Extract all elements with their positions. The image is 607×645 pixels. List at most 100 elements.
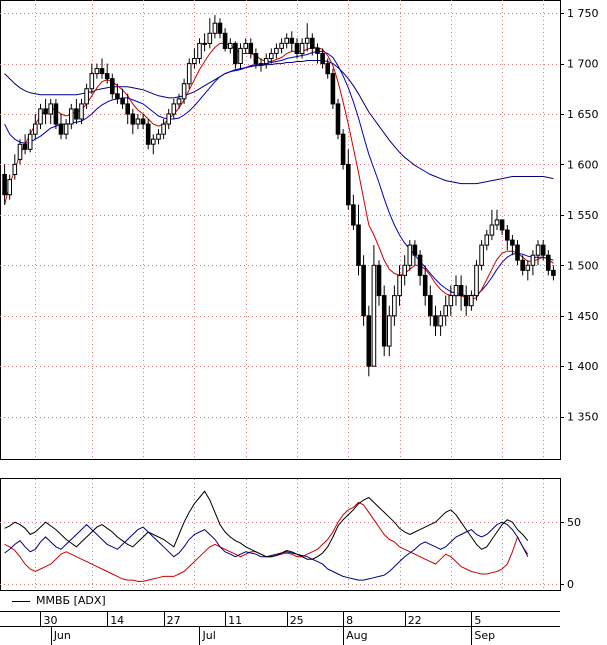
candle-body xyxy=(310,37,315,49)
candle-body xyxy=(530,254,536,266)
candle-body xyxy=(53,103,59,125)
candle xyxy=(181,78,187,104)
candle-body xyxy=(340,133,346,165)
candle-body xyxy=(376,264,382,297)
candle-body xyxy=(181,83,187,100)
candle xyxy=(499,219,505,235)
candle xyxy=(63,119,69,140)
candle-body xyxy=(151,138,156,145)
price-tick-label: 1 600 xyxy=(567,158,599,171)
candle-body xyxy=(356,224,361,266)
candle xyxy=(530,250,536,276)
candle-body xyxy=(284,37,289,44)
candle xyxy=(233,41,238,69)
candle-body xyxy=(38,108,43,125)
candle xyxy=(2,164,7,205)
candle xyxy=(484,230,490,251)
candle-body xyxy=(448,295,454,307)
candle xyxy=(366,305,372,377)
candle-body xyxy=(274,47,279,54)
candle-body xyxy=(361,264,366,317)
candle-body xyxy=(315,47,320,54)
candle-body xyxy=(551,269,556,276)
candle-body xyxy=(253,53,259,65)
candle-body xyxy=(371,264,377,367)
candle-body xyxy=(63,123,69,135)
candle-body xyxy=(228,42,233,49)
candle xyxy=(520,255,526,276)
candle xyxy=(120,88,125,109)
candle-body xyxy=(17,143,23,160)
candle xyxy=(228,38,233,54)
candle xyxy=(494,209,500,230)
candle xyxy=(151,134,156,155)
candle-body xyxy=(243,42,248,49)
candle xyxy=(217,18,223,39)
candle-body xyxy=(366,315,372,367)
candle xyxy=(289,31,295,52)
candle-body xyxy=(499,219,505,231)
candle xyxy=(238,43,243,69)
candle-body xyxy=(166,113,171,125)
candle-body xyxy=(156,133,161,140)
candle xyxy=(525,260,531,281)
candle xyxy=(125,93,131,125)
candle xyxy=(535,240,541,266)
candle-body xyxy=(479,244,484,266)
candle-body xyxy=(202,42,207,45)
candle xyxy=(299,38,305,59)
candle xyxy=(248,38,254,59)
date-day-label: 8 xyxy=(346,614,353,627)
candle-body xyxy=(289,37,295,44)
date-day-label: 22 xyxy=(408,614,422,627)
candle-body xyxy=(510,239,515,246)
indicator-y-axis: 0 50 xyxy=(560,516,581,591)
candle-body xyxy=(48,103,54,115)
candle-body xyxy=(171,103,177,115)
candle-body xyxy=(27,133,33,150)
candle-body xyxy=(412,244,418,256)
candle-body xyxy=(463,295,469,307)
candle-body xyxy=(176,98,182,105)
candle-body xyxy=(422,274,428,297)
candle xyxy=(202,33,207,52)
candle-body xyxy=(145,123,151,145)
candle-body xyxy=(279,42,284,49)
candle-body xyxy=(192,58,197,64)
candle-body xyxy=(197,42,202,60)
candle xyxy=(33,114,38,140)
date-day-label: 14 xyxy=(110,614,124,627)
candle xyxy=(212,15,218,39)
candle-body xyxy=(161,123,166,135)
candle-body xyxy=(351,204,356,226)
candlesticks xyxy=(2,15,556,377)
candle xyxy=(94,63,100,79)
candle-body xyxy=(74,108,79,120)
candle xyxy=(381,285,387,357)
candle-body xyxy=(135,118,141,125)
candle-body xyxy=(546,254,551,271)
candle xyxy=(438,310,443,336)
candle-body xyxy=(263,58,269,64)
candle xyxy=(48,98,54,125)
date-day-label: 25 xyxy=(290,614,304,627)
candle xyxy=(22,134,28,155)
candle-body xyxy=(489,224,495,236)
candle xyxy=(27,129,33,153)
price-tick-label: 1 650 xyxy=(567,108,599,121)
candle-body xyxy=(320,53,325,65)
candle-body xyxy=(417,254,423,276)
candle-body xyxy=(330,73,336,105)
candle xyxy=(135,114,141,130)
date-day-label: 11 xyxy=(228,614,242,627)
date-day-label: 30 xyxy=(44,614,58,627)
candle-body xyxy=(140,118,146,125)
candle-body xyxy=(387,315,392,347)
price-panel-frame xyxy=(0,0,561,460)
candle-body xyxy=(217,22,223,34)
candle-body xyxy=(474,264,479,297)
candle xyxy=(315,43,320,64)
date-day-label: 5 xyxy=(474,614,481,627)
candle xyxy=(433,305,438,336)
